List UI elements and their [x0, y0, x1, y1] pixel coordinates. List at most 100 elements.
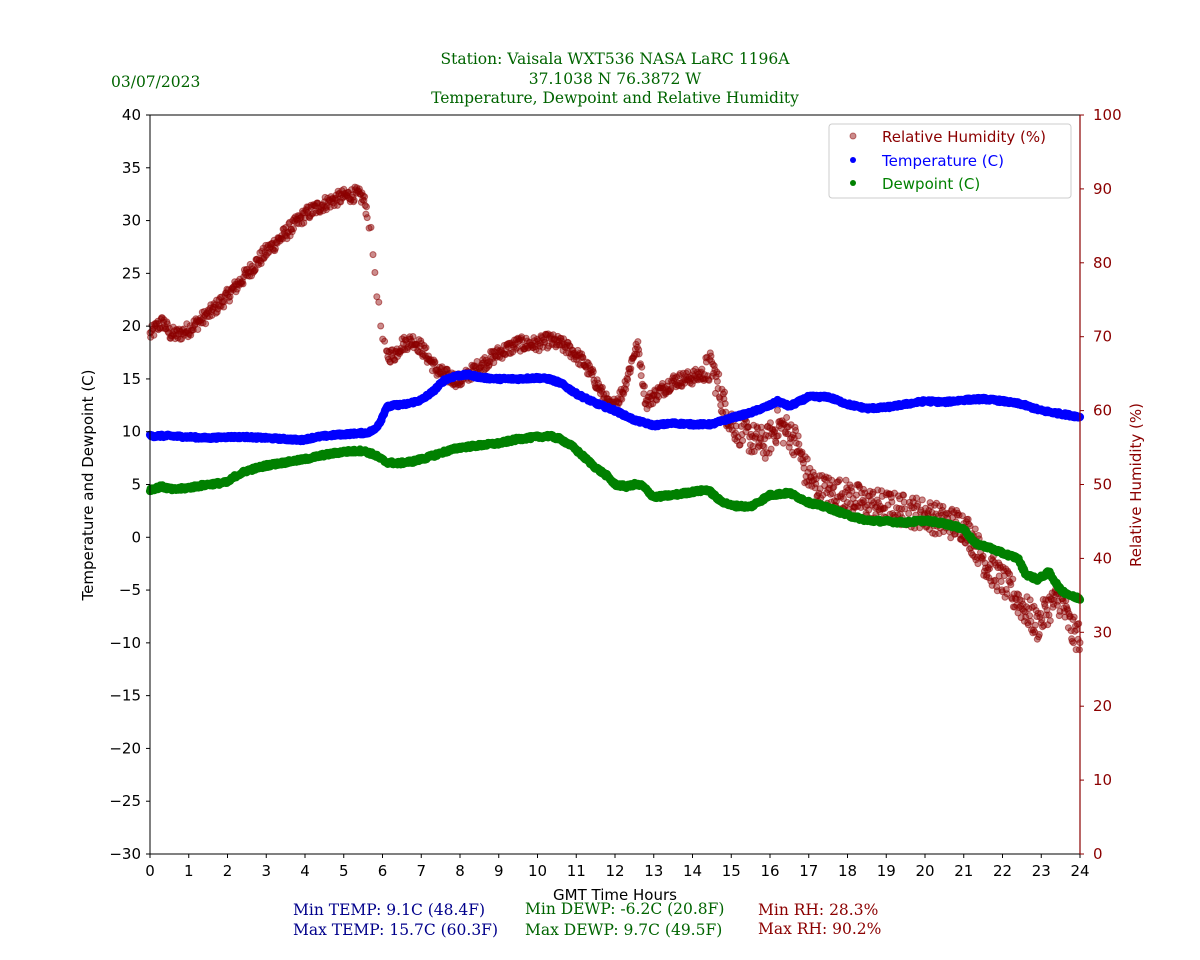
rh-point: [783, 414, 791, 421]
rh-point: [422, 344, 430, 352]
x-tick-label: 13: [644, 862, 663, 880]
title-description: Temperature, Dewpoint and Relative Humid…: [431, 89, 799, 107]
rh-point: [375, 298, 383, 306]
x-tick-label: 3: [261, 862, 271, 880]
tick-layer: 0 1 2 3 4 5 6 7 8 9 10 11 12 13 14 15 16 17 18 19 20 21 22 23 24…: [109, 106, 1121, 880]
y-tick-label: 0: [131, 528, 141, 546]
rh-point: [635, 350, 643, 358]
rh-point: [290, 225, 297, 233]
y2-tick-label: 90: [1093, 180, 1112, 198]
rh-point: [367, 223, 375, 231]
x-tick-label: 2: [223, 862, 233, 880]
x-tick-label: 19: [877, 862, 896, 880]
rh-point: [721, 388, 728, 396]
x-tick-label: 7: [416, 862, 426, 880]
rh-point: [637, 372, 645, 380]
rh-point: [707, 352, 715, 360]
rh-point: [918, 496, 926, 504]
rh-point: [638, 363, 646, 371]
x-tick-label: 14: [683, 862, 702, 880]
rh-point: [715, 370, 723, 378]
y2-tick-label: 70: [1093, 328, 1112, 346]
legend-dewp-marker: [850, 180, 856, 186]
x-tick-label: 16: [760, 862, 779, 880]
rh-point: [363, 203, 370, 211]
rh-point: [767, 445, 775, 453]
rh-point: [888, 498, 896, 506]
y-axis-label: Temperature and Dewpoint (C): [79, 369, 97, 601]
rh-point: [900, 491, 908, 499]
y2-tick-label: 100: [1093, 106, 1122, 124]
y-tick-label: 40: [122, 106, 141, 124]
rh-point: [202, 320, 210, 328]
rh-point: [1037, 610, 1045, 617]
x-tick-label: 24: [1070, 862, 1089, 880]
rh-point: [836, 476, 844, 484]
rh-point: [251, 266, 259, 274]
legend-rh-label: Relative Humidity (%): [882, 128, 1046, 146]
x-tick-label: 17: [799, 862, 818, 880]
y-tick-label: −25: [109, 792, 141, 810]
rh-point: [713, 377, 721, 385]
x-tick-label: 18: [838, 862, 857, 880]
y-tick-label: 20: [122, 317, 141, 335]
rh-point: [939, 503, 947, 510]
rh-point: [300, 219, 308, 227]
x-tick-label: 1: [184, 862, 194, 880]
rh-point: [913, 494, 920, 502]
rh-point: [774, 406, 781, 414]
rh-point: [1045, 611, 1053, 619]
x-tick-label: 5: [339, 862, 349, 880]
rh-point: [1075, 620, 1083, 628]
rh-point: [363, 214, 371, 222]
legend: Relative Humidity (%) Temperature (C) De…: [828, 123, 1072, 199]
x-tick-label: 20: [915, 862, 934, 880]
rh-point: [1046, 617, 1054, 625]
rh-point: [739, 437, 747, 445]
min-dewp-stat: Min DEWP: -6.2C (20.8F): [525, 900, 725, 918]
rh-point: [997, 578, 1005, 585]
y-tick-label: −5: [119, 581, 141, 599]
x-tick-label: 21: [954, 862, 973, 880]
y-tick-label: −10: [109, 634, 141, 652]
y-tick-label: 25: [122, 264, 141, 282]
rh-point: [760, 443, 768, 451]
rh-point: [779, 439, 787, 447]
rh-point: [431, 358, 439, 366]
rh-point: [774, 432, 782, 440]
rh-point: [795, 440, 803, 448]
rh-point: [1070, 613, 1078, 621]
rh-point: [220, 303, 228, 311]
min-rh-stat: Min RH: 28.3%: [758, 901, 879, 919]
y2-tick-label: 10: [1093, 771, 1112, 789]
x-tick-label: 9: [494, 862, 504, 880]
y2-axis-label: Relative Humidity (%): [1127, 403, 1145, 567]
x-tick-label: 4: [300, 862, 310, 880]
y-tick-label: 5: [131, 476, 141, 494]
rh-point: [640, 382, 648, 390]
y2-tick-label: 30: [1093, 623, 1112, 641]
min-temp-stat: Min TEMP: 9.1C (48.4F): [293, 901, 486, 919]
x-tick-label: 8: [455, 862, 465, 880]
rh-point: [905, 510, 913, 517]
rh-point: [1009, 575, 1017, 583]
rh-point: [369, 251, 377, 259]
rh-point: [1035, 631, 1043, 638]
rh-point: [194, 326, 202, 333]
rh-point: [794, 432, 802, 440]
y-tick-label: 10: [122, 423, 141, 441]
legend-temp-marker: [850, 157, 856, 163]
y-tick-label: 35: [122, 159, 141, 177]
legend-temp-label: Temperature (C): [881, 152, 1004, 170]
y2-tick-label: 50: [1093, 476, 1112, 494]
x-tick-label: 10: [528, 862, 547, 880]
rh-point: [150, 331, 158, 339]
series-layer: [145, 183, 1085, 654]
rh-point: [634, 338, 642, 346]
rh-point: [1026, 596, 1034, 604]
x-tick-label: 12: [605, 862, 624, 880]
x-tick-label: 0: [145, 862, 155, 880]
x-tick-label: 6: [378, 862, 388, 880]
chart-title: Station: Vaisala WXT536 NASA LaRC 1196A …: [0, 50, 1200, 109]
